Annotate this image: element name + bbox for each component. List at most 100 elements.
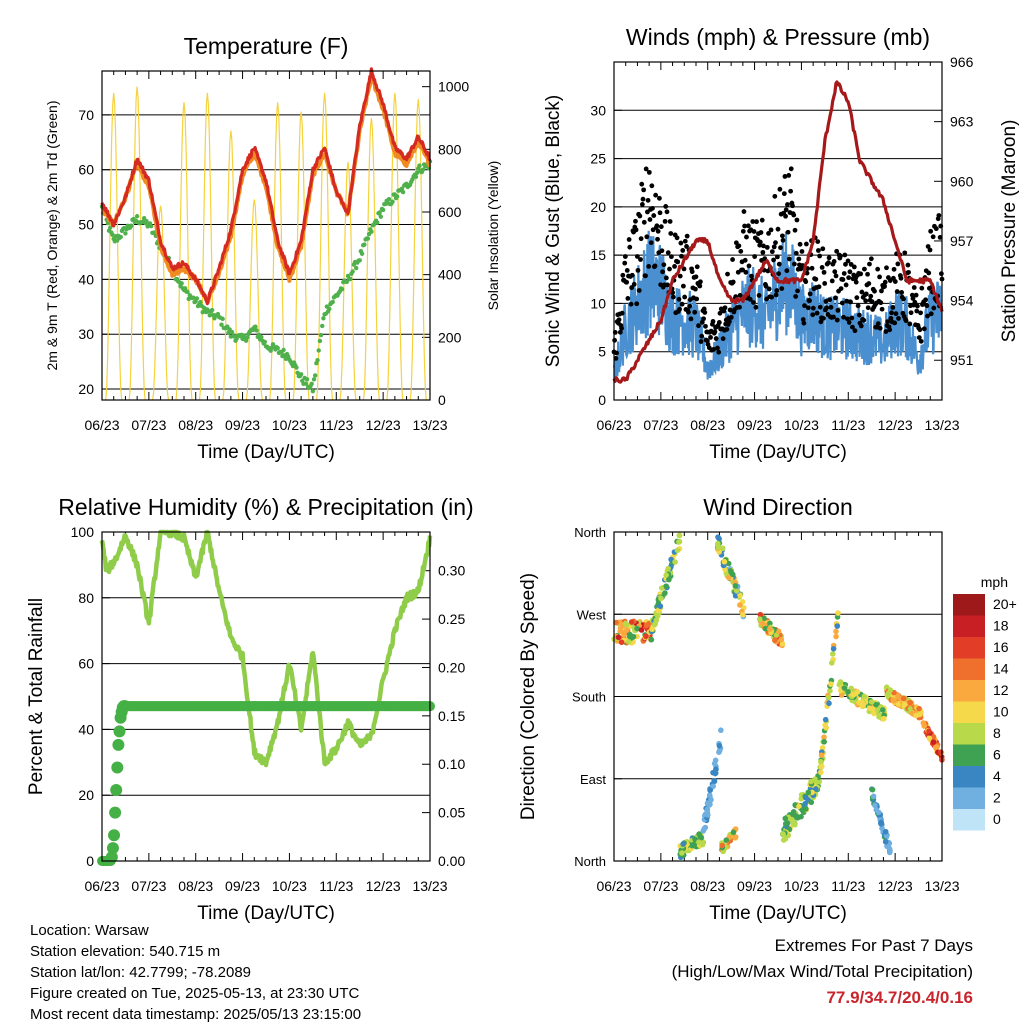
gust-point: [925, 244, 931, 249]
gust-point: [654, 223, 660, 229]
direction-point: [713, 766, 719, 773]
dewpoint-point: [254, 328, 259, 333]
gust-point: [784, 268, 790, 274]
plot-frame: [101, 531, 431, 862]
dewpoint-point: [149, 223, 154, 229]
gust-point: [790, 203, 795, 209]
direction-point: [834, 623, 841, 629]
gust-point: [694, 264, 700, 270]
gust-point: [660, 269, 665, 275]
direction-point: [916, 705, 922, 712]
dewpoint-point: [321, 316, 326, 321]
direction-point: [737, 602, 743, 608]
pressure-line: [612, 80, 944, 384]
gust-point: [777, 186, 783, 192]
x-tick-label: 11/23: [831, 878, 865, 894]
direction-point: [926, 728, 932, 734]
panel-title: Winds (mph) & Pressure (mb): [626, 24, 930, 50]
x-tick-label: 12/23: [366, 417, 401, 433]
gust-point: [892, 279, 898, 284]
direction-point: [690, 841, 697, 848]
extremes-heading: Extremes For Past 7 Days: [774, 936, 973, 955]
legend-label: 4: [993, 768, 1001, 784]
dewpoint-point: [378, 214, 383, 219]
direction-point: [887, 687, 894, 693]
gust-point: [760, 249, 766, 255]
gust-point: [907, 321, 913, 327]
gust-point: [859, 289, 865, 295]
direction-point: [715, 534, 721, 540]
direction-point: [780, 831, 786, 837]
gust-point: [633, 218, 638, 224]
gust-point: [659, 248, 665, 254]
gust-point: [813, 276, 819, 282]
gust-point: [925, 313, 930, 319]
direction-point: [871, 710, 877, 717]
legend-swatch: [953, 637, 985, 659]
dewpoint-point: [313, 373, 318, 378]
gust-point: [665, 250, 671, 256]
gust-point: [648, 240, 654, 246]
gust-point: [696, 323, 701, 329]
gust-point: [640, 196, 646, 202]
gust-point: [776, 271, 782, 277]
y2-tick-label: 400: [438, 267, 462, 283]
y-tick-label: 15: [590, 247, 606, 263]
gust-point: [895, 261, 901, 267]
sonic-wind-line: [612, 230, 944, 380]
direction-point: [704, 812, 711, 818]
gust-point: [629, 285, 635, 291]
gust-point: [889, 310, 894, 316]
direction-point: [778, 636, 785, 643]
dewpoint-point: [185, 289, 190, 295]
x-tick-label: 12/23: [878, 417, 913, 433]
gust-point: [728, 314, 734, 320]
gust-point: [657, 210, 663, 216]
gust-point: [931, 305, 937, 311]
gust-point: [743, 269, 749, 275]
direction-point: [782, 815, 789, 822]
direction-point: [818, 758, 824, 765]
x-tick-label: 08/23: [178, 878, 213, 894]
dewpoint-point: [179, 281, 184, 286]
dewpoint-point: [198, 299, 203, 305]
gust-point: [645, 197, 651, 203]
direction-point: [719, 842, 725, 849]
gust-point: [752, 254, 758, 259]
direction-point: [901, 701, 908, 708]
dewpoint-point: [362, 242, 367, 247]
y-axis-label: 2m & 9m T (Red, Orange) & 2m Td (Green): [44, 101, 60, 371]
direction-point: [835, 610, 841, 616]
direction-point: [879, 707, 886, 713]
direction-point: [808, 799, 815, 806]
gust-point: [717, 310, 723, 316]
direction-point: [930, 739, 937, 745]
dewpoint-point: [294, 365, 299, 370]
gust-point: [680, 283, 686, 289]
gust-point: [846, 275, 852, 281]
y2-tick-label: 966: [950, 54, 974, 70]
x-tick-label: 09/23: [737, 417, 772, 433]
gust-point: [627, 244, 633, 250]
direction-point: [821, 739, 827, 745]
direction-point: [891, 698, 898, 704]
gust-point: [710, 319, 716, 324]
gust-point: [834, 248, 840, 254]
gust-point: [908, 310, 914, 316]
gust-point: [801, 320, 807, 326]
gust-point: [833, 295, 838, 301]
gust-point: [616, 317, 622, 323]
gust-point: [792, 261, 797, 267]
gust-point: [915, 303, 920, 309]
gust-point: [930, 234, 936, 240]
gust-point: [853, 279, 859, 285]
direction-point: [819, 745, 826, 751]
gust-point: [653, 192, 659, 198]
direction-point: [866, 705, 873, 711]
gust-point: [682, 238, 688, 244]
dewpoint-point: [129, 223, 134, 228]
direction-point: [873, 701, 879, 708]
y2-tick-label: 200: [438, 329, 462, 345]
direction-point: [643, 633, 649, 640]
x-tick-label: 10/23: [272, 417, 307, 433]
